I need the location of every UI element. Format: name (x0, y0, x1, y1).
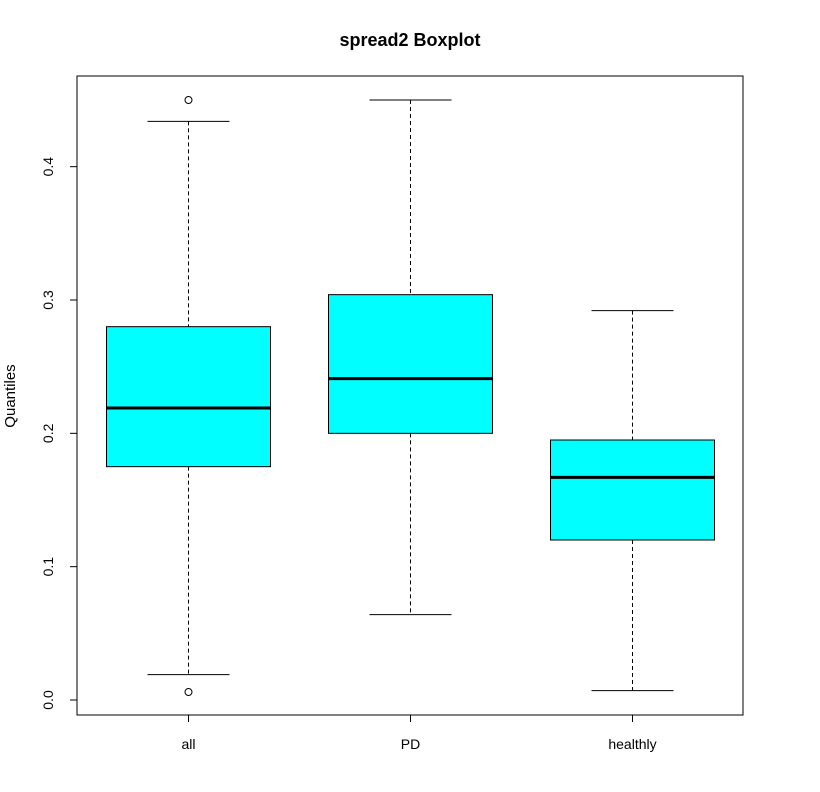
outlier-point (184, 688, 193, 696)
chart-title: spread2 Boxplot (339, 30, 480, 50)
x-tick-label: all (181, 736, 195, 752)
box-healthly (550, 310, 715, 692)
box-iqr (550, 439, 715, 541)
x-tick-label: healthly (608, 736, 656, 752)
box-iqr (328, 294, 493, 434)
outlier-point (184, 96, 193, 104)
box-all (106, 96, 271, 696)
boxes (106, 96, 715, 696)
y-axis-label: Quantiles (2, 364, 19, 427)
y-tick-label: 0.4 (40, 157, 56, 177)
y-tick-label: 0.2 (40, 423, 56, 443)
y-axis: 0.0 0.1 0.2 0.3 0.4 (40, 157, 78, 710)
x-axis: all PD healthly (181, 714, 657, 752)
y-tick-label: 0.1 (40, 557, 56, 577)
x-tick-label: PD (401, 736, 420, 752)
box-iqr (106, 326, 271, 468)
y-tick-label: 0.0 (40, 690, 56, 710)
box-PD (328, 99, 493, 616)
y-tick-label: 0.3 (40, 290, 56, 310)
